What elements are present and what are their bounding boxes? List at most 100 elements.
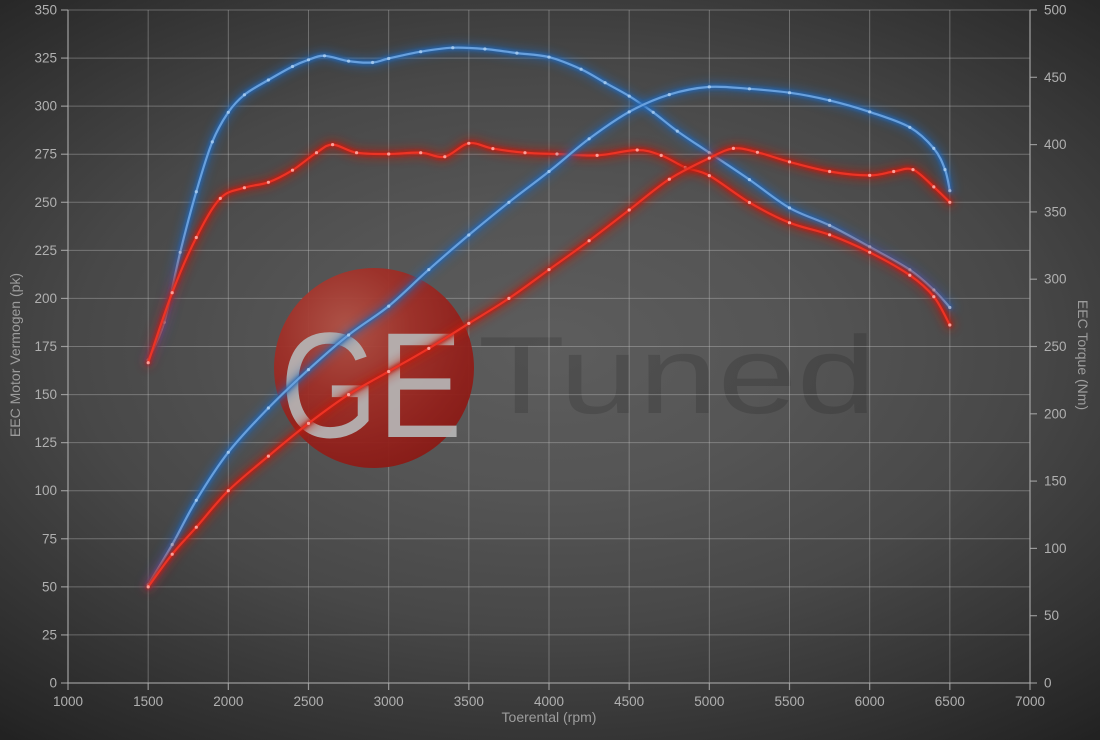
curve-point-marker-stock_power <box>587 239 591 243</box>
curve-point-marker-stock_power <box>828 169 832 174</box>
curve-point-marker-tuned_torque <box>178 250 182 254</box>
curve-point-marker-tuned_torque <box>627 94 631 98</box>
curve-point-marker-tuned_torque <box>948 305 952 310</box>
curve-point-marker-stock_power <box>627 208 631 212</box>
left-tick-label: 350 <box>34 3 57 18</box>
curve-point-marker-tuned_torque <box>242 93 246 97</box>
x-tick-label: 1500 <box>133 694 163 709</box>
left-tick-label: 125 <box>34 435 57 450</box>
x-tick-label: 2000 <box>213 694 243 709</box>
left-tick-label: 0 <box>49 676 57 691</box>
curve-point-marker-tuned_power <box>306 368 311 372</box>
curve-point-marker-stock_power <box>755 150 760 154</box>
curve-point-marker-stock_torque <box>787 221 792 225</box>
curve-point-marker-tuned_power <box>943 168 947 172</box>
curve-point-marker-stock_torque <box>170 291 174 295</box>
left-tick-label: 25 <box>42 627 57 642</box>
curve-point-marker-tuned_torque <box>483 47 487 51</box>
x-tick-label: 5500 <box>774 694 804 709</box>
right-tick-label: 150 <box>1044 474 1067 489</box>
curve-point-marker-stock_torque <box>443 155 447 159</box>
curve-point-marker-stock_power <box>731 146 736 150</box>
curve-point-marker-tuned_power <box>194 498 198 502</box>
curve-point-marker-stock_torque <box>595 153 599 157</box>
right-tick-label: 350 <box>1044 204 1067 219</box>
x-tick-label: 4000 <box>534 694 564 709</box>
curve-point-marker-tuned_torque <box>603 81 607 85</box>
curve-point-marker-tuned_torque <box>787 206 792 210</box>
curve-point-marker-stock_torque <box>419 151 423 155</box>
left-axis-title: EEC Motor Vermogen (pk) <box>7 273 23 437</box>
curve-point-marker-tuned_torque <box>322 54 327 58</box>
right-tick-label: 250 <box>1044 339 1067 354</box>
curve-point-marker-tuned_power <box>707 85 711 89</box>
x-tick-label: 6500 <box>935 694 965 709</box>
curve-point-marker-stock_power <box>948 200 952 204</box>
x-tick-label: 7000 <box>1015 694 1045 709</box>
x-tick-label: 3000 <box>374 694 404 709</box>
curve-point-marker-tuned_torque <box>451 46 455 50</box>
curve-point-marker-tuned_torque <box>579 67 583 71</box>
curve-point-marker-tuned_torque <box>306 58 311 62</box>
curve-point-marker-tuned_power <box>627 110 631 114</box>
curve-point-marker-stock_power <box>787 160 792 164</box>
curve-point-marker-tuned_torque <box>226 110 230 114</box>
curve-point-marker-stock_torque <box>314 151 319 155</box>
right-axis-title: EEC Torque (Nm) <box>1075 300 1091 410</box>
left-tick-label: 275 <box>34 147 57 162</box>
left-tick-label: 300 <box>34 99 57 114</box>
curve-point-marker-stock_torque <box>242 186 246 190</box>
x-tick-label: 3500 <box>454 694 484 709</box>
curve-point-marker-tuned_power <box>387 304 391 308</box>
curve-point-marker-tuned_power <box>266 406 270 410</box>
right-tick-label: 300 <box>1044 272 1067 287</box>
curve-point-marker-tuned_power <box>547 169 551 174</box>
curve-point-marker-stock_power <box>306 421 311 425</box>
curve-point-marker-tuned_power <box>347 333 351 337</box>
left-tick-label: 250 <box>34 195 57 210</box>
curve-point-marker-stock_power <box>387 369 391 374</box>
curve-point-marker-tuned_torque <box>828 223 832 227</box>
curve-point-marker-stock_torque <box>707 174 711 178</box>
curve-point-marker-tuned_torque <box>266 78 270 82</box>
gridlines <box>67 9 1031 684</box>
curve-point-marker-stock_power <box>707 156 711 160</box>
curve-point-marker-tuned_power <box>427 268 431 272</box>
left-tick-label: 225 <box>34 243 57 258</box>
curve-point-marker-tuned_power <box>587 137 591 141</box>
curve-point-marker-stock_torque <box>828 233 832 237</box>
curve-point-marker-stock_torque <box>194 235 198 240</box>
curve-point-marker-stock_torque <box>635 148 639 152</box>
right-tick-label: 50 <box>1044 608 1059 623</box>
curve-point-marker-tuned_torque <box>675 129 679 133</box>
curve-point-marker-tuned_power <box>868 110 872 114</box>
curve-point-marker-tuned_power <box>787 91 792 95</box>
watermark-word: Tuned <box>478 314 876 437</box>
curve-point-marker-stock_power <box>146 585 150 589</box>
curve-point-marker-tuned_torque <box>747 178 752 182</box>
curve-point-marker-stock_torque <box>146 361 150 365</box>
curve-point-marker-tuned_torque <box>547 55 551 59</box>
curve-point-marker-tuned_power <box>226 450 230 454</box>
left-tick-label: 150 <box>34 387 57 402</box>
curve-point-marker-stock_torque <box>491 147 495 151</box>
curve-point-marker-stock_power <box>667 177 671 181</box>
right-tick-label: 0 <box>1044 676 1052 691</box>
curve-point-marker-stock_power <box>170 552 174 556</box>
curve-point-marker-tuned_power <box>908 125 912 129</box>
curve-point-marker-stock_power <box>226 489 230 493</box>
curve-point-marker-tuned_torque <box>194 190 198 194</box>
curve-point-marker-stock_torque <box>467 141 471 145</box>
right-tick-label: 200 <box>1044 406 1067 421</box>
curve-point-marker-tuned_power <box>747 87 752 91</box>
left-tick-label: 50 <box>42 579 57 594</box>
left-tick-label: 175 <box>34 339 57 354</box>
curve-point-marker-tuned_torque <box>347 59 351 63</box>
curve-point-marker-stock_power <box>892 169 896 174</box>
left-tick-label: 75 <box>42 531 57 546</box>
curve-point-marker-stock_torque <box>659 153 663 157</box>
curve-point-marker-stock_torque <box>266 180 270 184</box>
x-tick-label: 5000 <box>694 694 724 709</box>
curve-point-marker-stock_torque <box>555 152 559 156</box>
